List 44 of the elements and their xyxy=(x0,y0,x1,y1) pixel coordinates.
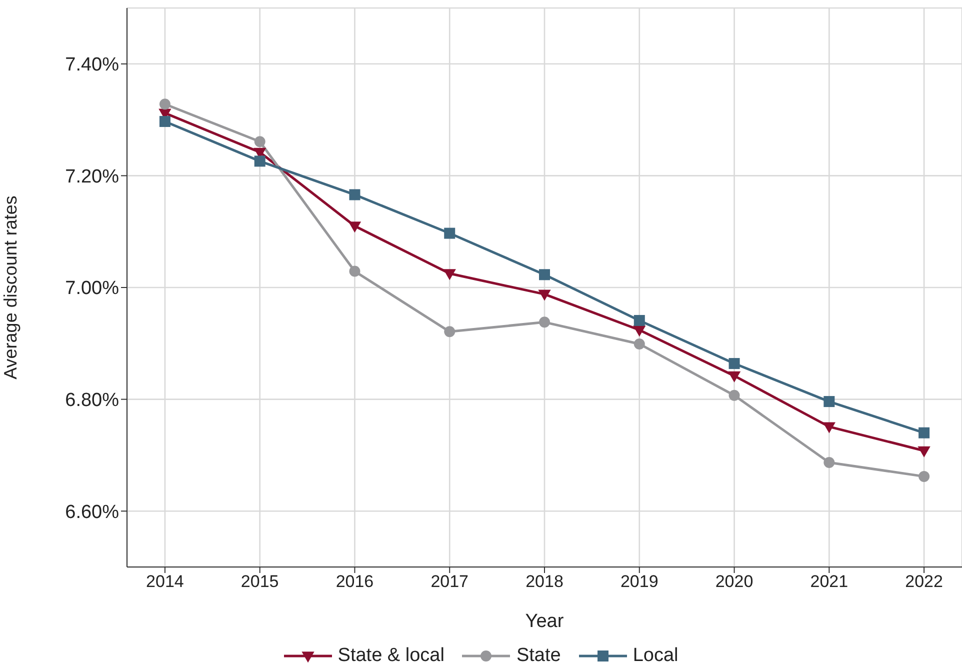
point xyxy=(159,116,170,127)
point xyxy=(824,396,835,408)
x-tick-label: 2021 xyxy=(810,572,848,592)
point xyxy=(728,371,741,382)
point xyxy=(349,189,360,200)
point xyxy=(918,470,930,482)
x-tick-label: 2022 xyxy=(905,572,943,592)
point xyxy=(349,266,360,277)
point xyxy=(443,269,456,280)
x-tick-label: 2018 xyxy=(526,572,564,592)
y-axis-title: Average discount rates xyxy=(0,196,20,380)
legend-label: State & local xyxy=(338,645,444,667)
y-tick-label: 6.80% xyxy=(65,390,120,412)
point xyxy=(539,316,550,328)
point xyxy=(538,290,551,301)
point xyxy=(254,156,266,167)
point xyxy=(444,326,456,338)
point xyxy=(254,136,266,148)
x-tick-label: 2015 xyxy=(240,572,279,592)
point xyxy=(822,422,836,434)
legend-label: Local xyxy=(632,645,678,667)
x-tick-label: 2017 xyxy=(430,572,469,592)
x-tick-label: 2016 xyxy=(336,572,374,592)
y-tick-label: 6.60% xyxy=(65,502,120,523)
point xyxy=(824,456,835,468)
point xyxy=(348,222,362,233)
point xyxy=(918,427,930,438)
y-tick-label: 7.20% xyxy=(65,166,120,188)
point xyxy=(728,390,740,401)
point xyxy=(634,338,645,350)
point xyxy=(539,269,550,280)
x-tick-label: 2019 xyxy=(620,572,658,592)
point xyxy=(918,446,930,458)
x-tick-label: 2014 xyxy=(146,572,184,592)
y-tick-label: 7.00% xyxy=(65,278,120,300)
y-tick-label: 7.40% xyxy=(65,54,120,76)
point xyxy=(728,358,740,370)
x-axis-title: Year xyxy=(525,611,564,632)
x-tick-label: 2020 xyxy=(715,572,754,592)
point xyxy=(159,98,170,110)
point xyxy=(633,326,646,337)
point xyxy=(444,228,456,239)
point xyxy=(634,314,645,326)
legend-label: State xyxy=(516,645,561,667)
